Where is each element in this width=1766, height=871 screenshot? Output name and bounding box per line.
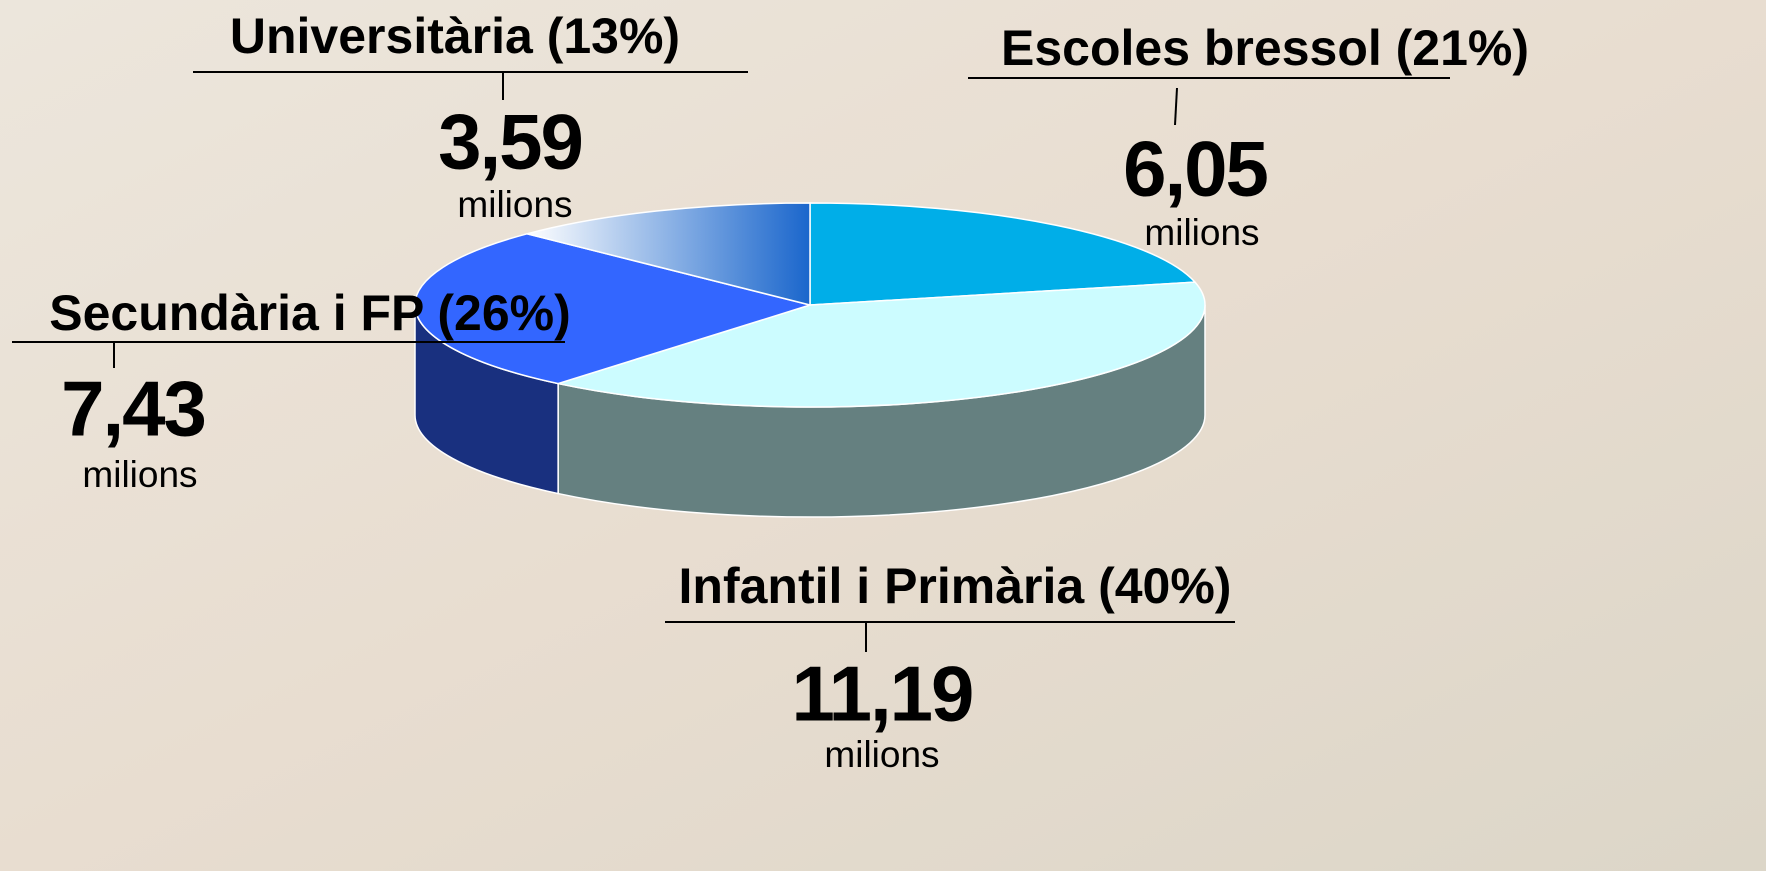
unit-label: milions <box>1144 212 1259 253</box>
value-label: 3,59 <box>438 98 582 186</box>
slice <box>555 281 1206 408</box>
slice-label: Universitària (13%) <box>230 8 680 64</box>
slice <box>414 233 813 385</box>
labels: Escoles bressol (21%)6,05milionsInfantil… <box>12 8 1529 775</box>
leader-line <box>1174 87 1178 126</box>
value-label: 11,19 <box>792 650 973 738</box>
value-label: 7,43 <box>61 365 205 453</box>
unit-label: milions <box>457 184 572 225</box>
slice-label: Escoles bressol (21%) <box>1001 20 1529 76</box>
value-label: 6,05 <box>1123 125 1267 213</box>
slice-label: Secundària i FP (26%) <box>49 285 570 341</box>
unit-label: milions <box>824 734 939 775</box>
slice-label: Infantil i Primària (40%) <box>679 558 1232 614</box>
unit-label: milions <box>82 454 197 495</box>
slice <box>809 202 1197 306</box>
slice <box>526 202 811 306</box>
pie <box>414 202 1206 518</box>
